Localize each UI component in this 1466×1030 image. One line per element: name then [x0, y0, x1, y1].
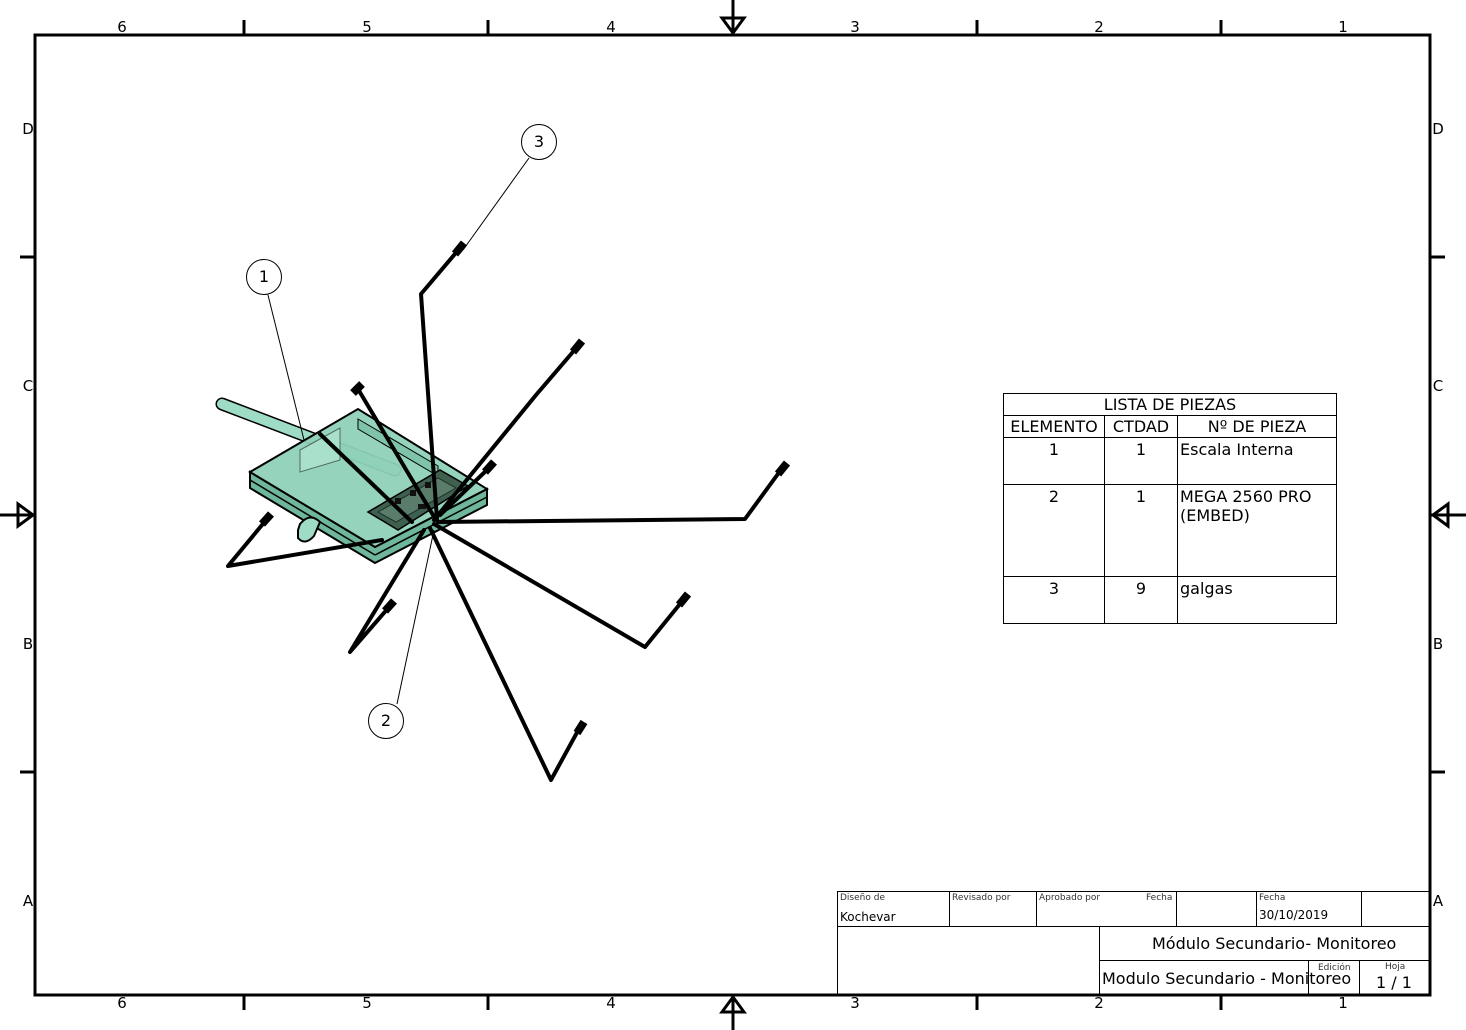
cable-5	[436, 465, 785, 524]
balloon-leaders	[267, 157, 530, 705]
cell-elemento: 2	[1003, 484, 1105, 577]
balloon-2[interactable]: 2	[368, 703, 404, 739]
tb-date-label-2: Fecha	[1259, 893, 1286, 903]
header-pieza: Nº DE PIEZA	[1176, 415, 1338, 438]
cable-2	[432, 344, 580, 522]
zone-left-D: D	[22, 120, 34, 138]
tb-edition-label: Edición	[1318, 963, 1351, 973]
zone-right-D: D	[1432, 120, 1444, 138]
table-row: 3 9 galgas	[1003, 576, 1338, 624]
tb-designed-value: Kochevar	[840, 910, 896, 924]
table-row: 2 1 MEGA 2560 PRO (EMBED)	[1003, 484, 1338, 577]
zone-left-B: B	[22, 635, 34, 653]
zone-top-6: 6	[117, 18, 127, 36]
cell-ctdad: 1	[1104, 484, 1178, 577]
tb-sheet-cell	[1359, 960, 1431, 996]
zone-left-A: A	[22, 892, 34, 910]
cable-10	[438, 465, 492, 517]
zone-right-B: B	[1432, 635, 1444, 653]
zone-bottom-3: 3	[850, 994, 860, 1012]
tb-sheet-value: 1 / 1	[1376, 973, 1412, 992]
zone-top-5: 5	[362, 18, 372, 36]
tb-file-name: Modulo Secundario - Monitoreo	[1102, 969, 1352, 988]
cable-4	[318, 432, 414, 524]
parts-list-table: LISTA DE PIEZAS ELEMENTO CTDAD Nº DE PIE…	[1002, 393, 1338, 624]
cell-pieza: galgas	[1176, 576, 1338, 624]
zone-left-C: C	[22, 377, 34, 395]
cable-3	[356, 387, 438, 522]
zone-right-C: C	[1432, 377, 1444, 395]
tb-approved-date-cell	[1176, 891, 1257, 927]
balloon-1[interactable]: 1	[246, 259, 282, 295]
tb-lower-left	[837, 926, 1100, 996]
cable-8	[348, 528, 426, 654]
zone-top-3: 3	[850, 18, 860, 36]
zone-bottom-4: 4	[606, 994, 616, 1012]
zone-bottom-5: 5	[362, 994, 372, 1012]
tb-date-value: 30/10/2019	[1259, 908, 1329, 922]
cable-7	[428, 526, 582, 782]
parts-list-title: LISTA DE PIEZAS	[1002, 393, 1338, 416]
cell-ctdad: 1	[1104, 437, 1178, 485]
tb-designed-label: Diseño de	[840, 893, 885, 903]
header-ctdad: CTDAD	[1104, 415, 1178, 438]
zone-right-A: A	[1432, 892, 1444, 910]
cable-9	[226, 517, 384, 568]
gauge-connectors	[259, 240, 791, 736]
zone-top-1: 1	[1338, 18, 1348, 36]
top-zone-ticks	[20, 20, 1445, 1010]
header-elemento: ELEMENTO	[1003, 415, 1105, 438]
tb-date-label-1: Fecha	[1146, 893, 1173, 903]
cell-pieza: MEGA 2560 PRO (EMBED)	[1176, 484, 1338, 577]
cable-1	[419, 246, 462, 522]
table-row: 1 1 Escala Interna	[1003, 437, 1338, 485]
cell-pieza: Escala Interna	[1176, 437, 1338, 485]
gauge-cables	[226, 246, 785, 782]
tb-sheet-label: Hoja	[1385, 962, 1406, 972]
cell-elemento: 1	[1003, 437, 1105, 485]
tb-approved-label: Aprobado por	[1039, 893, 1101, 903]
zone-bottom-2: 2	[1094, 994, 1104, 1012]
zone-top-2: 2	[1094, 18, 1104, 36]
tb-extra-cell	[1361, 891, 1431, 927]
balloon-3[interactable]: 3	[521, 124, 557, 160]
tb-drawing-title: Módulo Secundario- Monitoreo	[1152, 934, 1397, 953]
assembly-view	[215, 157, 791, 782]
title-block: Diseño de Kochevar Revisado por Aprobado…	[837, 891, 1431, 996]
cell-elemento: 3	[1003, 576, 1105, 624]
zone-bottom-1: 1	[1338, 994, 1348, 1012]
zone-top-4: 4	[606, 18, 616, 36]
cable-6	[432, 522, 686, 649]
zone-bottom-6: 6	[117, 994, 127, 1012]
tb-reviewed-label: Revisado por	[952, 893, 1011, 903]
cell-ctdad: 9	[1104, 576, 1178, 624]
